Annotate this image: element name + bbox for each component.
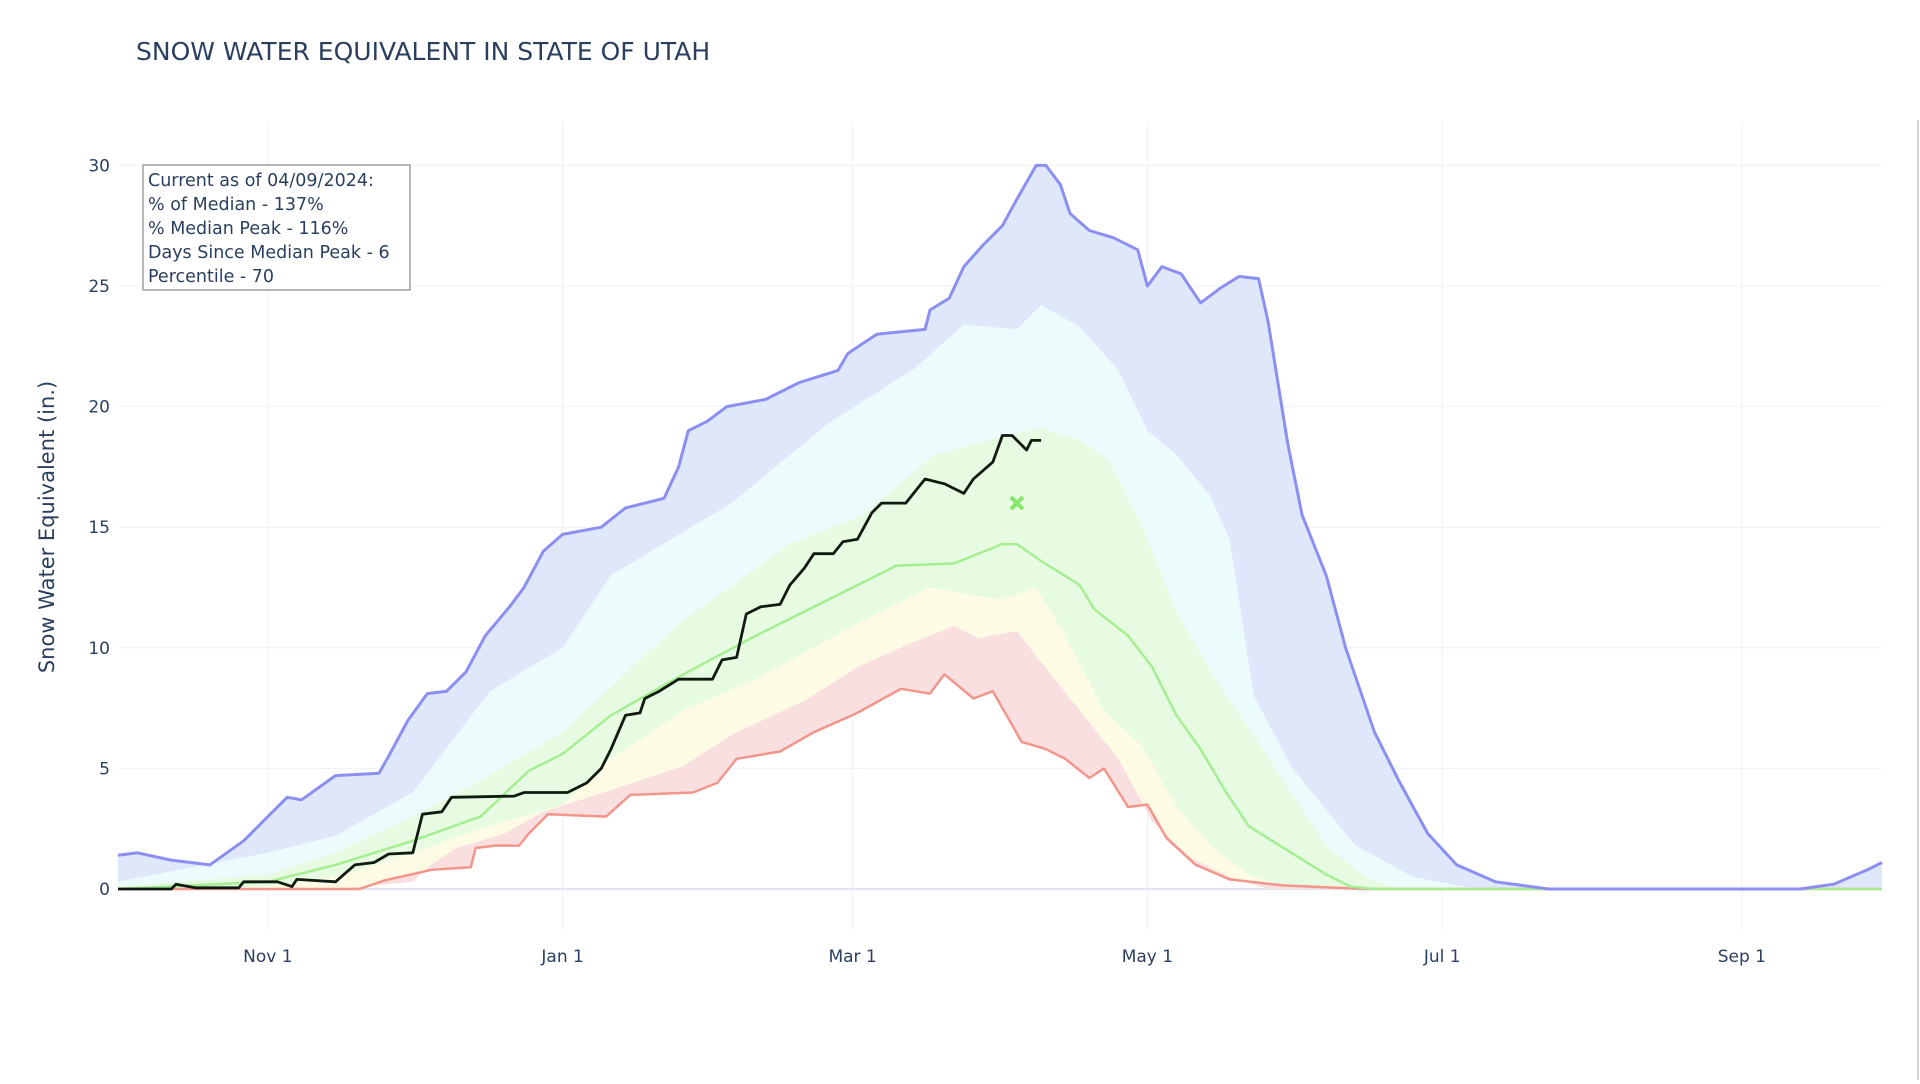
min-line: [118, 673, 1882, 891]
y-tick-label: 5: [99, 759, 110, 779]
annotation-box: [142, 164, 411, 291]
current-season-line: [118, 434, 1042, 891]
percentile-bands: [118, 165, 1882, 889]
annotation-line: Current as of 04/09/2024:: [148, 171, 374, 191]
stats-annotation: Current as of 04/09/2024: % of Median - …: [142, 164, 411, 291]
series-lines: [117, 163, 1883, 891]
y-tick-label: 0: [99, 880, 110, 900]
y-tick-label: 15: [88, 518, 110, 538]
y-tick-label: 30: [88, 156, 110, 176]
median-peak-marker: [1009, 495, 1025, 511]
annotation-line: Days Since Median Peak - 6: [148, 243, 390, 263]
x-tick-label: Jul 1: [1423, 947, 1461, 967]
y-tick-label: 20: [88, 398, 110, 418]
y-tick-label: 10: [88, 639, 110, 659]
band-70th-to-30th: [118, 428, 1882, 889]
max-line: [117, 163, 1883, 891]
band-10th-to-min: [118, 626, 1882, 889]
median-line: [117, 542, 1882, 891]
chart-title: SNOW WATER EQUIVALENT IN STATE OF UTAH: [136, 37, 710, 66]
y-axis-title: Snow Water Equivalent (in.): [35, 381, 59, 673]
y-axis-ticks: 0 5 10 15 20 25 30: [88, 156, 110, 900]
x-axis-ticks: Nov 1 Jan 1 Mar 1 May 1 Jul 1 Sep 1: [243, 947, 1766, 967]
x-tick-label: Mar 1: [828, 947, 876, 967]
annotation-line: % of Median - 137%: [148, 195, 324, 215]
band-max-to-90th: [118, 165, 1882, 889]
x-tick-label: Sep 1: [1718, 947, 1766, 967]
annotation-line: % Median Peak - 116%: [148, 219, 348, 239]
band-90th-to-70th: [118, 305, 1882, 889]
y-tick-label: 25: [88, 277, 110, 297]
annotation-line: Percentile - 70: [148, 267, 274, 287]
x-tick-label: Nov 1: [243, 947, 292, 967]
x-tick-label: May 1: [1122, 947, 1173, 967]
x-tick-label: Jan 1: [540, 947, 583, 967]
